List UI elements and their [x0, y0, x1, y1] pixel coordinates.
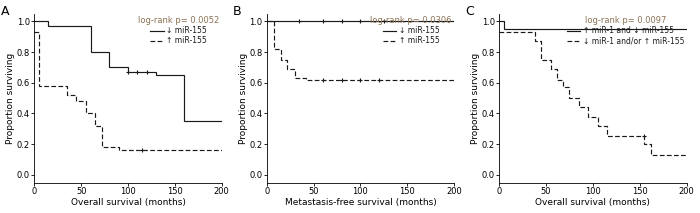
X-axis label: Overall survival (months): Overall survival (months)	[536, 199, 650, 207]
Text: A: A	[1, 5, 9, 18]
Y-axis label: Proportion surviving: Proportion surviving	[239, 52, 248, 144]
Y-axis label: Proportion surviving: Proportion surviving	[6, 52, 15, 144]
X-axis label: Overall survival (months): Overall survival (months)	[71, 199, 186, 207]
Text: B: B	[233, 5, 242, 18]
Legend: ↓ miR-155, ↑ miR-155: ↓ miR-155, ↑ miR-155	[370, 16, 452, 45]
Y-axis label: Proportion surviving: Proportion surviving	[471, 52, 480, 144]
Legend: ↑ miR-1 and ↓ miR-155, ↓ miR-1 and/or ↑ miR-155: ↑ miR-1 and ↓ miR-155, ↓ miR-1 and/or ↑ …	[567, 16, 685, 45]
X-axis label: Metastasis-free survival (months): Metastasis-free survival (months)	[284, 199, 436, 207]
Text: C: C	[466, 5, 474, 18]
Legend: ↓ miR-155, ↑ miR-155: ↓ miR-155, ↑ miR-155	[138, 16, 220, 45]
